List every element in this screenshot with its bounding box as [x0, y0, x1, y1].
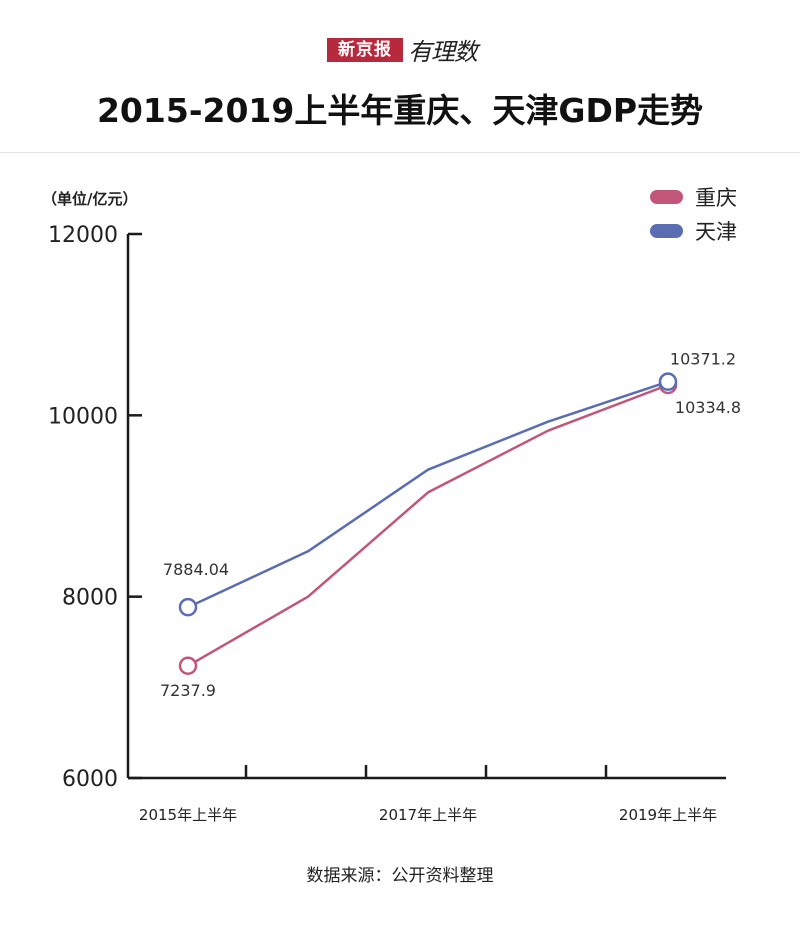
logo-box: 新京报	[327, 38, 403, 62]
data-point-chongqing	[178, 656, 198, 676]
logo-script: 有理数	[408, 38, 478, 66]
y-tick-label: 6000	[62, 767, 118, 792]
series-line-chongqing	[187, 383, 669, 667]
y-unit-label: （单位/亿元）	[42, 190, 138, 208]
x-tick-label: 2017年上半年	[379, 806, 477, 824]
logo: 新京报 有理数	[0, 36, 800, 68]
legend-label-chongqing: 重庆	[695, 186, 737, 210]
series-line-tianjin	[187, 380, 669, 609]
data-label-tianjin: 10371.2	[670, 350, 736, 369]
y-tick-label: 12000	[48, 223, 118, 248]
legend-swatch-chongqing	[650, 190, 683, 204]
legend-label-tianjin: 天津	[695, 220, 737, 244]
legend-item-tianjin: 天津	[650, 214, 737, 248]
y-tick-label: 8000	[62, 586, 118, 611]
legend-swatch-tianjin	[650, 224, 683, 238]
data-label-chongqing: 7237.9	[160, 681, 216, 700]
data-label-chongqing: 10334.8	[675, 398, 741, 417]
data-point-tianjin	[658, 372, 678, 391]
x-tick-label: 2015年上半年	[139, 806, 237, 824]
data-label-tianjin: 7884.04	[163, 560, 229, 579]
divider	[0, 152, 800, 153]
legend: 重庆 天津	[650, 180, 737, 248]
chart-title: 2015-2019上半年重庆、天津GDP走势	[96, 91, 704, 130]
source-note: 数据来源：公开资料整理	[306, 866, 494, 886]
y-tick-label: 10000	[48, 404, 118, 429]
x-tick-label: 2019年上半年	[619, 806, 717, 824]
data-point-tianjin	[178, 597, 198, 617]
legend-item-chongqing: 重庆	[650, 180, 737, 214]
